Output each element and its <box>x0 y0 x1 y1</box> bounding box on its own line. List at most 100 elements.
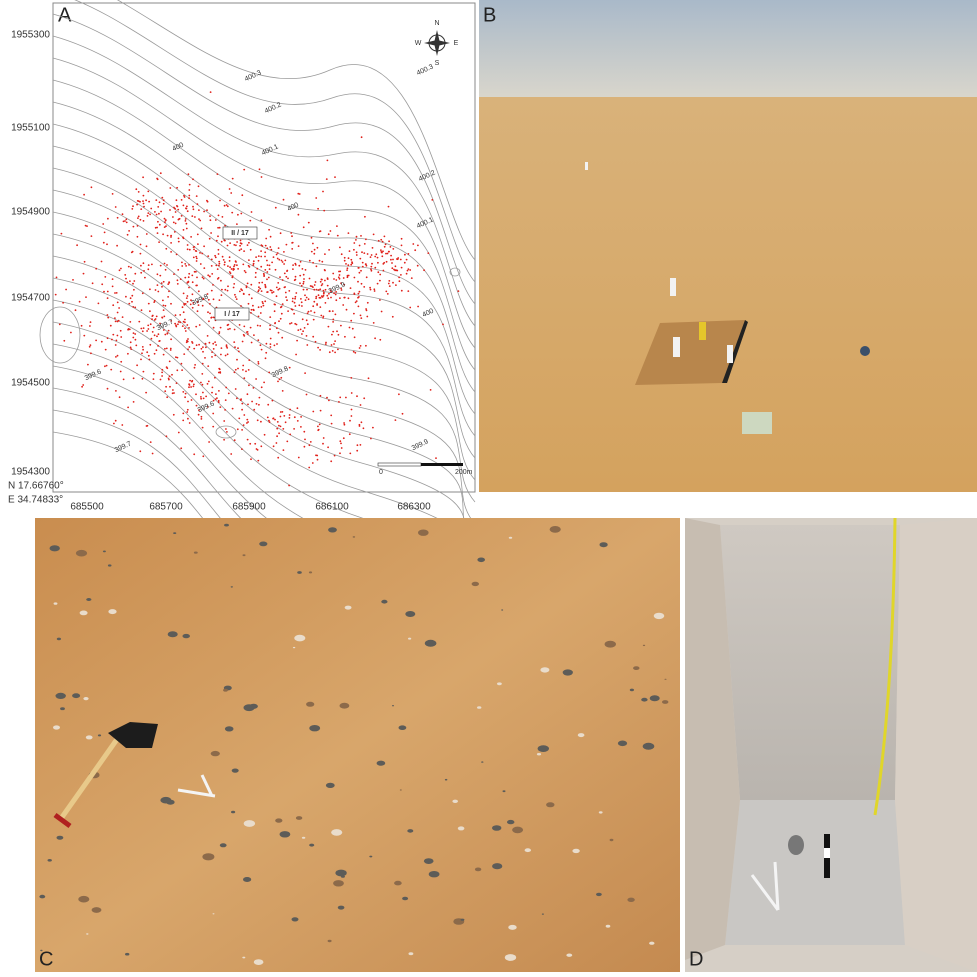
stone <box>72 693 81 699</box>
find <box>104 365 106 368</box>
equipment <box>742 412 772 434</box>
find <box>277 456 280 459</box>
find <box>129 297 132 300</box>
stone <box>352 536 356 538</box>
find <box>350 415 353 417</box>
find <box>396 258 399 261</box>
find <box>142 176 145 179</box>
find <box>266 264 269 266</box>
stone <box>223 688 228 692</box>
find <box>154 226 157 229</box>
stone <box>407 829 414 833</box>
find <box>206 293 209 295</box>
panel-c: C <box>35 518 680 972</box>
find <box>257 315 260 318</box>
find <box>165 347 168 350</box>
find <box>139 200 141 203</box>
find <box>190 299 192 302</box>
find <box>184 318 186 321</box>
find <box>281 336 284 339</box>
find <box>148 358 151 361</box>
find <box>153 334 156 337</box>
find <box>219 371 222 373</box>
find <box>339 440 342 443</box>
find <box>363 252 366 255</box>
find <box>112 304 115 307</box>
find <box>180 362 183 365</box>
find <box>288 290 291 292</box>
find <box>130 251 133 254</box>
find <box>349 287 352 289</box>
find <box>264 244 267 247</box>
find <box>414 249 417 252</box>
find <box>175 199 178 202</box>
find <box>163 217 166 220</box>
find <box>185 297 188 299</box>
find <box>344 335 346 338</box>
find <box>199 252 201 254</box>
y-tick-label: 1954500 <box>11 378 50 389</box>
find <box>347 264 350 267</box>
stone <box>182 633 190 639</box>
find <box>339 452 341 455</box>
x-tick-label: 685900 <box>232 502 266 513</box>
find <box>224 354 227 357</box>
find <box>279 415 282 418</box>
find <box>377 271 380 274</box>
find <box>111 338 113 341</box>
find <box>151 318 153 321</box>
stone <box>507 819 515 825</box>
find <box>159 172 162 175</box>
find <box>214 341 217 343</box>
find <box>83 260 86 263</box>
find <box>353 293 356 295</box>
find <box>168 281 171 284</box>
find <box>294 295 297 298</box>
find <box>188 286 190 289</box>
find <box>266 259 268 262</box>
compass-s: S <box>435 60 440 67</box>
site-label: II / 17 <box>231 230 249 237</box>
find <box>328 351 331 354</box>
find <box>371 262 373 265</box>
find <box>225 344 228 347</box>
find <box>188 386 190 389</box>
stone <box>224 726 234 732</box>
find <box>371 247 374 249</box>
find <box>347 257 350 260</box>
find <box>307 310 310 313</box>
find <box>197 413 200 416</box>
find <box>159 378 162 381</box>
find <box>80 324 83 327</box>
contour-line <box>52 57 476 349</box>
find <box>184 392 187 395</box>
find <box>121 213 124 216</box>
find <box>285 296 287 298</box>
y-tick-label: 1955100 <box>11 123 50 134</box>
find <box>193 383 195 386</box>
find <box>161 316 164 319</box>
find <box>248 241 250 244</box>
find <box>207 365 210 367</box>
find <box>162 353 165 356</box>
find <box>243 414 246 416</box>
stone <box>47 859 52 862</box>
find <box>259 344 262 347</box>
find <box>150 337 153 340</box>
find <box>159 264 162 267</box>
find <box>241 448 243 450</box>
find <box>165 435 168 438</box>
find <box>333 454 336 457</box>
find <box>274 268 277 271</box>
find <box>240 242 243 245</box>
find <box>255 448 258 450</box>
find <box>194 364 197 366</box>
find <box>266 271 269 273</box>
find <box>128 230 131 232</box>
find <box>200 415 203 418</box>
find <box>388 280 391 282</box>
find <box>132 225 135 228</box>
stone <box>309 843 315 847</box>
find <box>83 334 86 337</box>
find <box>290 308 293 311</box>
